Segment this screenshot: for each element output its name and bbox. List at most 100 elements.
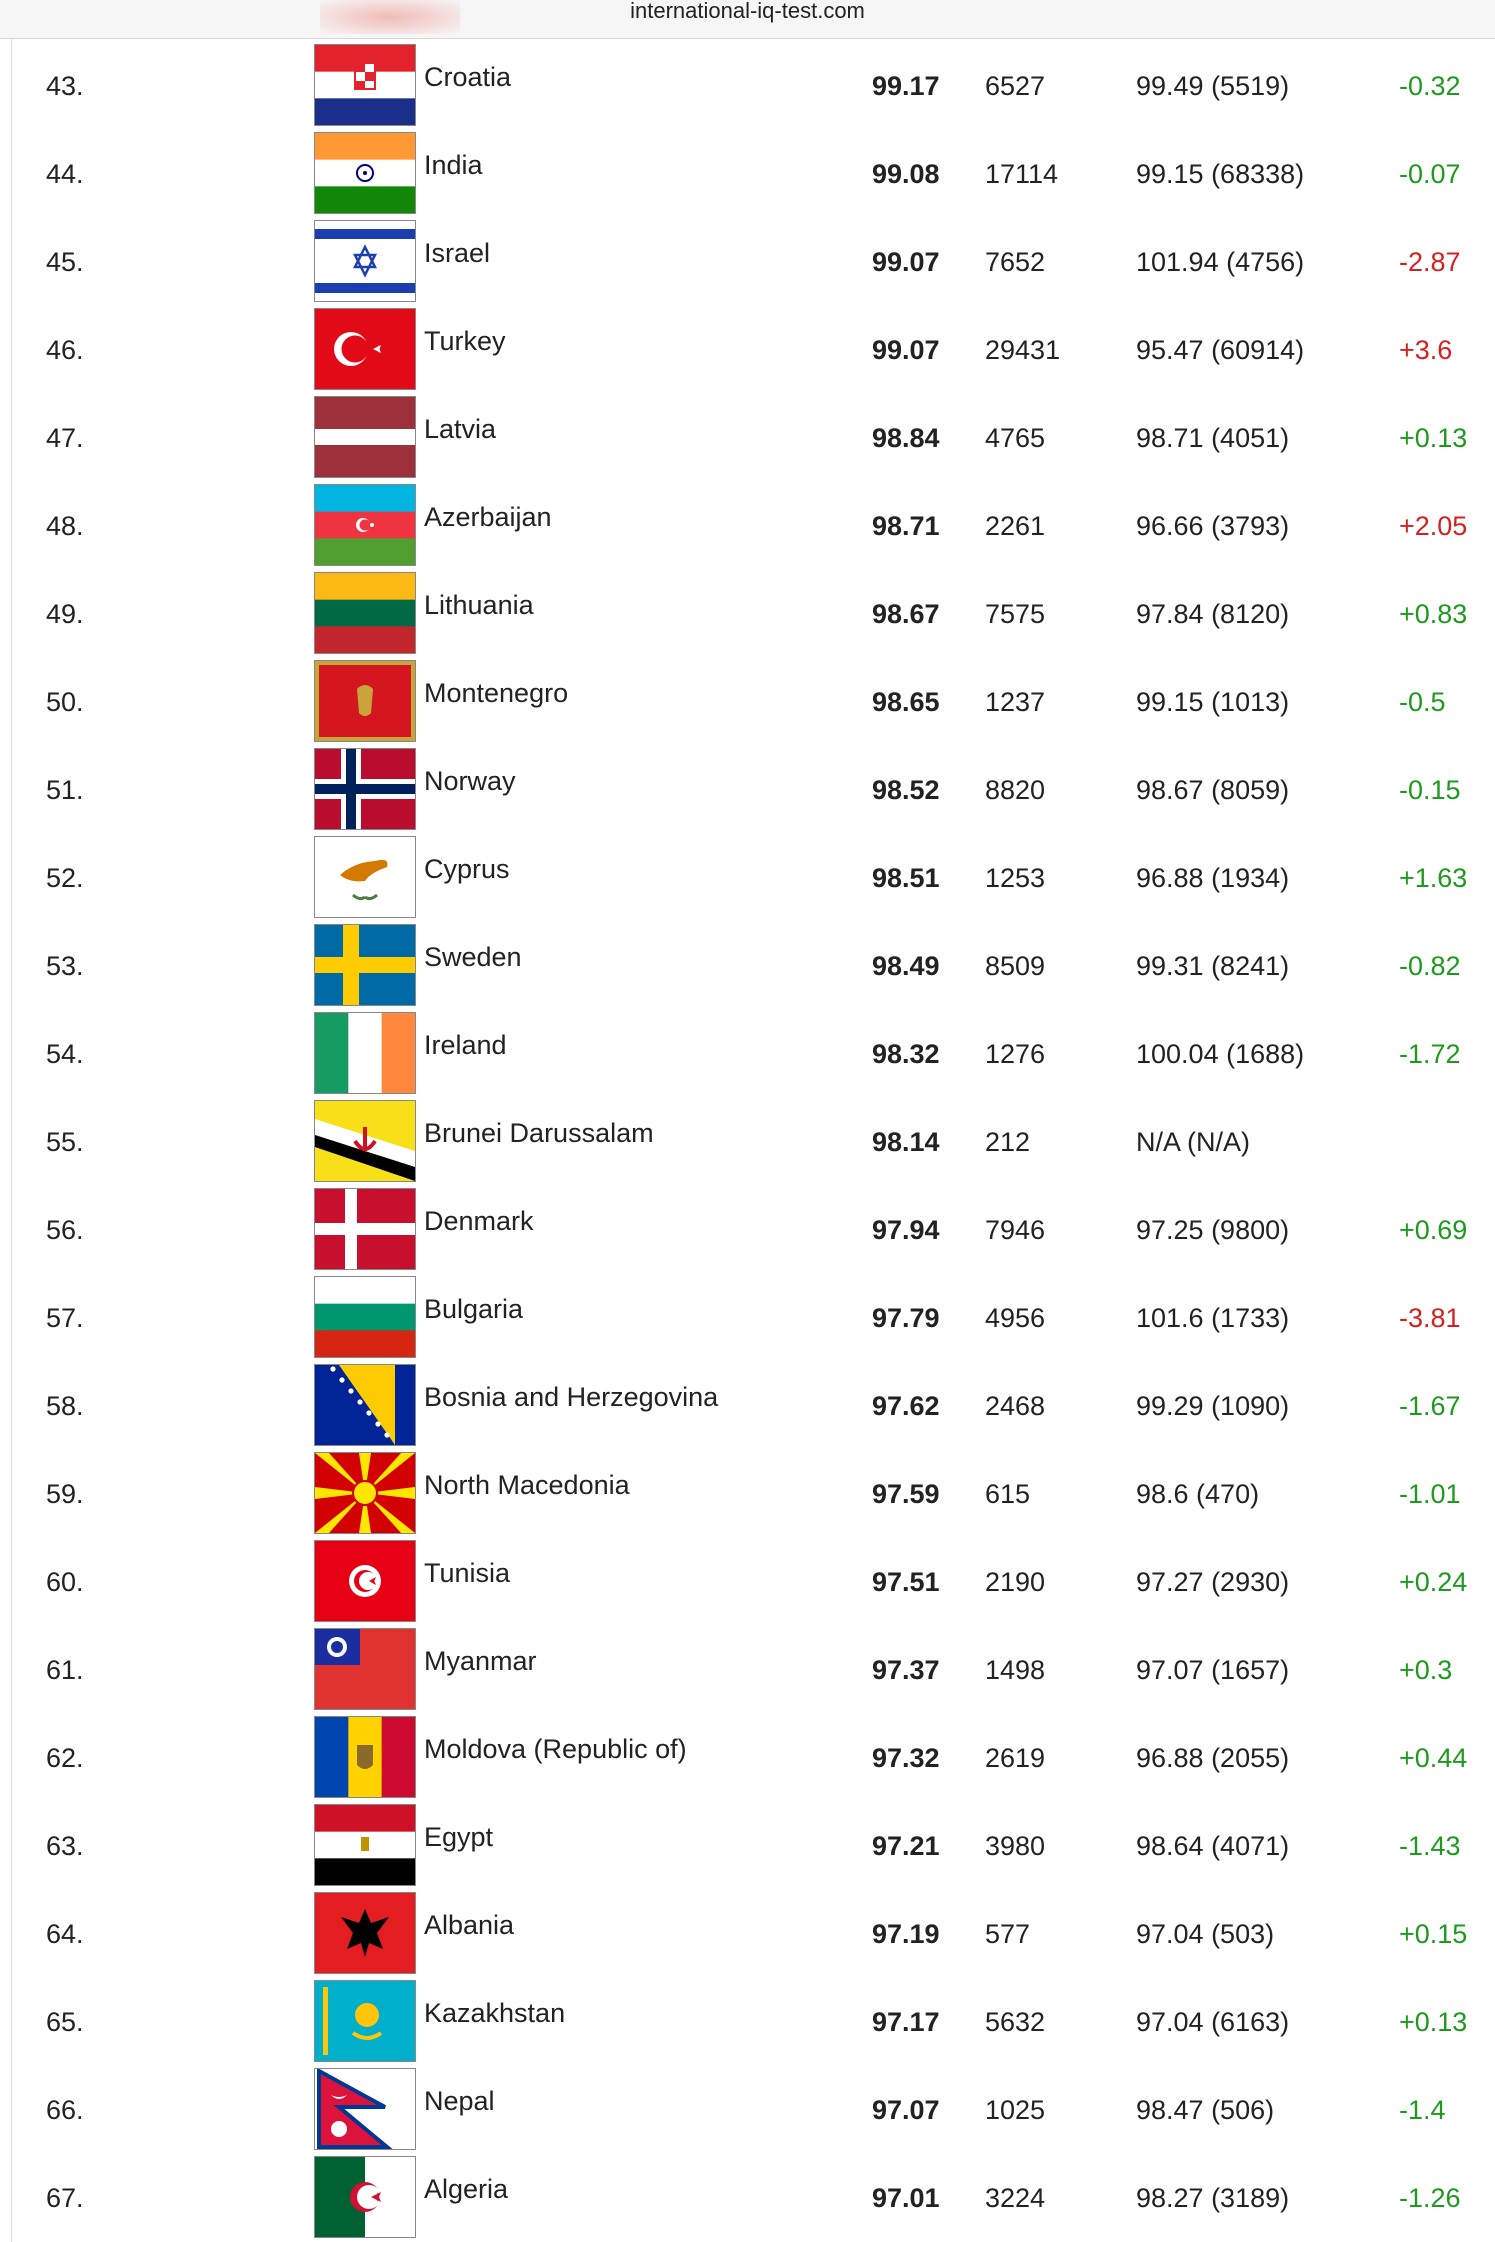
country-name: Brunei Darussalam <box>424 1118 654 1148</box>
score-change: +2.05 <box>1399 511 1468 541</box>
score-change: -1.72 <box>1399 1039 1461 1069</box>
test-count: 1276 <box>985 1039 1046 1069</box>
test-count: 6527 <box>985 71 1046 101</box>
score: 97.01 <box>872 2183 940 2213</box>
test-count: 8509 <box>985 951 1046 981</box>
country-name: Azerbaijan <box>424 502 552 532</box>
rank: 60. <box>46 1567 84 1597</box>
score: 97.19 <box>872 1919 940 1949</box>
test-count: 3980 <box>985 1831 1046 1861</box>
country-name: Latvia <box>424 414 497 444</box>
previous-score: 96.88 (1934) <box>1136 863 1290 893</box>
score: 97.51 <box>872 1567 940 1597</box>
test-count: 2468 <box>985 1391 1046 1421</box>
test-count: 7575 <box>985 599 1046 629</box>
flag-image <box>315 1541 415 1621</box>
rank: 62. <box>46 1743 84 1773</box>
rank: 64. <box>46 1919 84 1949</box>
test-count: 615 <box>985 1479 1031 1509</box>
rank: 61. <box>46 1655 84 1685</box>
table-row: 56. Denmark 97.94 7946 97.25 (9800) +0.69 <box>0 1184 1495 1272</box>
country-name: Croatia <box>424 62 512 92</box>
country-flag <box>314 1100 416 1182</box>
country-flag <box>314 1188 416 1270</box>
flag-image <box>315 1893 415 1973</box>
flag-image <box>315 1013 416 1093</box>
table-row: 64. Albania 97.19 577 97.04 (503) +0.15 <box>0 1888 1495 1976</box>
score-change: -0.15 <box>1399 775 1461 805</box>
score-change: +3.6 <box>1399 335 1453 365</box>
rank: 67. <box>46 2183 84 2213</box>
previous-score: 99.29 (1090) <box>1136 1391 1290 1421</box>
country-flag <box>314 1276 416 1358</box>
table-row: 50. Montenegro 98.65 1237 99.15 (1013) -0.5 <box>0 656 1495 744</box>
flag-image <box>315 133 415 214</box>
flag-image <box>315 1717 416 1797</box>
table-row: 48. Azerbaijan 98.71 2261 96.66 (3793) +2.05 <box>0 480 1495 568</box>
country-flag <box>314 44 416 126</box>
score-change: +0.24 <box>1399 1567 1468 1597</box>
score: 98.84 <box>872 423 940 453</box>
previous-score: 98.27 (3189) <box>1136 2183 1290 2213</box>
rank: 50. <box>46 687 84 717</box>
test-count: 17114 <box>985 159 1059 189</box>
test-count: 7652 <box>985 247 1046 277</box>
country-name: Myanmar <box>424 1646 537 1676</box>
flag-image <box>315 925 415 1005</box>
country-flag <box>314 836 416 918</box>
previous-score: 98.47 (506) <box>1136 2095 1275 2125</box>
test-count: 577 <box>985 1919 1031 1949</box>
score: 98.32 <box>872 1039 940 1069</box>
country-name: Turkey <box>424 326 506 356</box>
previous-score: 97.84 (8120) <box>1136 599 1290 629</box>
score-change: -1.01 <box>1399 1479 1461 1509</box>
country-flag <box>314 132 416 214</box>
score: 97.94 <box>872 1215 940 1245</box>
country-name: North Macedonia <box>424 1470 630 1500</box>
tab-glow <box>320 0 460 34</box>
table-row: 63. Egypt 97.21 3980 98.64 (4071) -1.43 <box>0 1800 1495 1888</box>
score: 97.17 <box>872 2007 940 2037</box>
left-border <box>11 39 12 2242</box>
flag-image <box>315 837 415 917</box>
test-count: 2190 <box>985 1567 1046 1597</box>
flag-image <box>315 749 415 829</box>
previous-score: 99.49 (5519) <box>1136 71 1290 101</box>
country-name: Bosnia and Herzegovina <box>424 1382 719 1412</box>
table-row: 54. Ireland 98.32 1276 100.04 (1688) -1.72 <box>0 1008 1495 1096</box>
previous-score: 96.88 (2055) <box>1136 1743 1290 1773</box>
rank: 43. <box>46 71 84 101</box>
score: 98.65 <box>872 687 940 717</box>
table-row: 44. India 99.08 17114 99.15 (68338) -0.07 <box>0 128 1495 216</box>
flag-image <box>315 1189 415 1269</box>
flag-image <box>315 1365 415 1445</box>
score-change: -0.5 <box>1399 687 1446 717</box>
country-flag <box>314 1804 416 1886</box>
previous-score: 97.25 (9800) <box>1136 1215 1290 1245</box>
country-name: Israel <box>424 238 491 268</box>
score: 97.37 <box>872 1655 940 1685</box>
score: 98.67 <box>872 599 940 629</box>
rank: 47. <box>46 423 84 453</box>
rank: 44. <box>46 159 84 189</box>
table-row: 51. Norway 98.52 8820 98.67 (8059) -0.15 <box>0 744 1495 832</box>
rank: 66. <box>46 2095 84 2125</box>
score-change: +0.15 <box>1399 1919 1468 1949</box>
test-count: 29431 <box>985 335 1061 365</box>
score-change: -3.81 <box>1399 1303 1461 1333</box>
country-flag <box>314 660 416 742</box>
score-change: -2.87 <box>1399 247 1461 277</box>
test-count: 1025 <box>985 2095 1046 2125</box>
country-flag <box>314 2156 416 2238</box>
rank: 48. <box>46 511 84 541</box>
country-name: Denmark <box>424 1206 534 1236</box>
previous-score: 98.6 (470) <box>1136 1479 1260 1509</box>
rank: 53. <box>46 951 84 981</box>
site-url[interactable]: international-iq-test.com <box>630 0 865 23</box>
score: 99.17 <box>872 71 940 101</box>
flag-image <box>315 1277 415 1358</box>
country-name: Egypt <box>424 1822 494 1852</box>
previous-score: 99.15 (1013) <box>1136 687 1290 717</box>
country-name: Cyprus <box>424 854 510 884</box>
